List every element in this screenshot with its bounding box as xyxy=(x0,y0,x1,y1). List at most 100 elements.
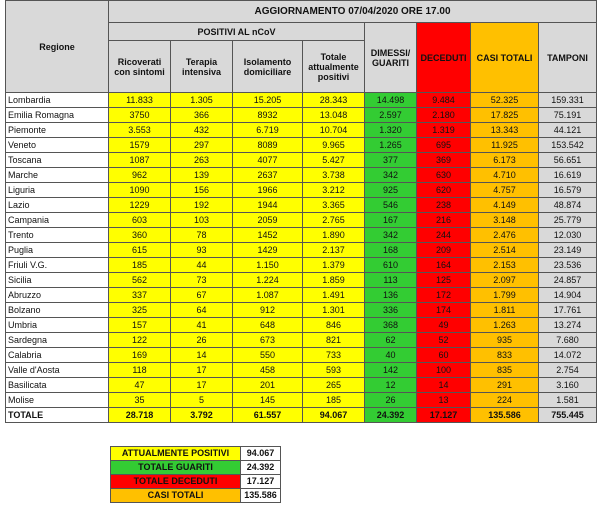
value-cell: 201 xyxy=(232,377,303,393)
region-cell: Liguria xyxy=(5,182,109,198)
region-cell: Lombardia xyxy=(5,92,109,108)
value-cell: 238 xyxy=(416,197,471,213)
value-cell: 5.427 xyxy=(302,152,365,168)
value-cell: 3750 xyxy=(108,107,171,123)
value-cell: 122 xyxy=(108,332,171,348)
value-cell: 23.149 xyxy=(537,242,598,258)
value-cell: 3.792 xyxy=(170,407,233,423)
value-cell: 216 xyxy=(416,212,471,228)
table-row: Sardegna 122 26 673 821 62 52 935 7.680 xyxy=(5,332,598,348)
value-cell: 1.319 xyxy=(416,122,471,138)
region-cell: Trento xyxy=(5,227,109,243)
value-cell: 550 xyxy=(232,347,303,363)
value-cell: 3.148 xyxy=(470,212,539,228)
region-cell: TOTALE xyxy=(5,407,109,423)
covid-table: Regione AGGIORNAMENTO 07/04/2020 ORE 17.… xyxy=(5,0,598,423)
value-cell: 369 xyxy=(416,152,471,168)
value-cell: 2.765 xyxy=(302,212,365,228)
value-cell: 153.542 xyxy=(537,137,598,153)
value-cell: 2.514 xyxy=(470,242,539,258)
value-cell: 15.205 xyxy=(232,92,303,108)
value-cell: 297 xyxy=(170,137,233,153)
value-cell: 17.127 xyxy=(416,407,471,423)
value-cell: 25.779 xyxy=(537,212,598,228)
value-cell: 2.097 xyxy=(470,272,539,288)
table-row: Lazio 1229 192 1944 3.365 546 238 4.149 48.874 xyxy=(5,197,598,213)
value-cell: 1.263 xyxy=(470,317,539,333)
value-cell: 546 xyxy=(364,197,417,213)
summary-value: 24.392 xyxy=(240,460,281,475)
value-cell: 145 xyxy=(232,392,303,408)
column-header: CASI TOTALI xyxy=(470,22,539,93)
value-cell: 209 xyxy=(416,242,471,258)
value-cell: 3.365 xyxy=(302,197,365,213)
value-cell: 562 xyxy=(108,272,171,288)
value-cell: 136 xyxy=(364,287,417,303)
value-cell: 13 xyxy=(416,392,471,408)
value-cell: 17 xyxy=(170,362,233,378)
value-cell: 1090 xyxy=(108,182,171,198)
value-cell: 47 xyxy=(108,377,171,393)
value-cell: 366 xyxy=(170,107,233,123)
value-cell: 139 xyxy=(170,167,233,183)
value-cell: 846 xyxy=(302,317,365,333)
table-row: Basilicata 47 17 201 265 12 14 291 3.160 xyxy=(5,377,598,393)
value-cell: 1229 xyxy=(108,197,171,213)
value-cell: 14 xyxy=(416,377,471,393)
value-cell: 23.536 xyxy=(537,257,598,273)
value-cell: 113 xyxy=(364,272,417,288)
value-cell: 142 xyxy=(364,362,417,378)
value-cell: 118 xyxy=(108,362,171,378)
value-cell: 157 xyxy=(108,317,171,333)
value-cell: 593 xyxy=(302,362,365,378)
value-cell: 1.224 xyxy=(232,272,303,288)
table-row: Liguria 1090 156 1966 3.212 925 620 4.757 16.579 xyxy=(5,182,598,198)
region-cell: Calabria xyxy=(5,347,109,363)
value-cell: 11.925 xyxy=(470,137,539,153)
value-cell: 4.149 xyxy=(470,197,539,213)
value-cell: 336 xyxy=(364,302,417,318)
value-cell: 44 xyxy=(170,257,233,273)
value-cell: 174 xyxy=(416,302,471,318)
value-cell: 2.137 xyxy=(302,242,365,258)
value-cell: 1579 xyxy=(108,137,171,153)
region-cell: Campania xyxy=(5,212,109,228)
value-cell: 8089 xyxy=(232,137,303,153)
value-cell: 185 xyxy=(108,257,171,273)
value-cell: 192 xyxy=(170,197,233,213)
value-cell: 13.343 xyxy=(470,122,539,138)
region-cell: Molise xyxy=(5,392,109,408)
region-cell: Emilia Romagna xyxy=(5,107,109,123)
value-cell: 1.150 xyxy=(232,257,303,273)
value-cell: 168 xyxy=(364,242,417,258)
value-cell: 610 xyxy=(364,257,417,273)
summary-row: TOTALE DECEDUTI 17.127 xyxy=(110,474,281,489)
value-cell: 3.160 xyxy=(537,377,598,393)
value-cell: 4.710 xyxy=(470,167,539,183)
value-cell: 630 xyxy=(416,167,471,183)
table-row: Molise 35 5 145 185 26 13 224 1.581 xyxy=(5,392,598,408)
value-cell: 3.738 xyxy=(302,167,365,183)
value-cell: 16.619 xyxy=(537,167,598,183)
region-cell: Piemonte xyxy=(5,122,109,138)
value-cell: 603 xyxy=(108,212,171,228)
summary-value: 94.067 xyxy=(240,446,281,461)
value-cell: 24.857 xyxy=(537,272,598,288)
region-cell: Basilicata xyxy=(5,377,109,393)
value-cell: 159.331 xyxy=(537,92,598,108)
summary-label: ATTUALMENTE POSITIVI xyxy=(110,446,241,461)
value-cell: 368 xyxy=(364,317,417,333)
value-cell: 835 xyxy=(470,362,539,378)
value-cell: 1452 xyxy=(232,227,303,243)
value-cell: 12 xyxy=(364,377,417,393)
value-cell: 185 xyxy=(302,392,365,408)
value-cell: 821 xyxy=(302,332,365,348)
value-cell: 1.799 xyxy=(470,287,539,303)
table-row: Toscana 1087 263 4077 5.427 377 369 6.173 56.651 xyxy=(5,152,598,168)
value-cell: 265 xyxy=(302,377,365,393)
column-header: Terapia intensiva xyxy=(170,40,233,93)
value-cell: 94.067 xyxy=(302,407,365,423)
value-cell: 2.476 xyxy=(470,227,539,243)
value-cell: 1966 xyxy=(232,182,303,198)
